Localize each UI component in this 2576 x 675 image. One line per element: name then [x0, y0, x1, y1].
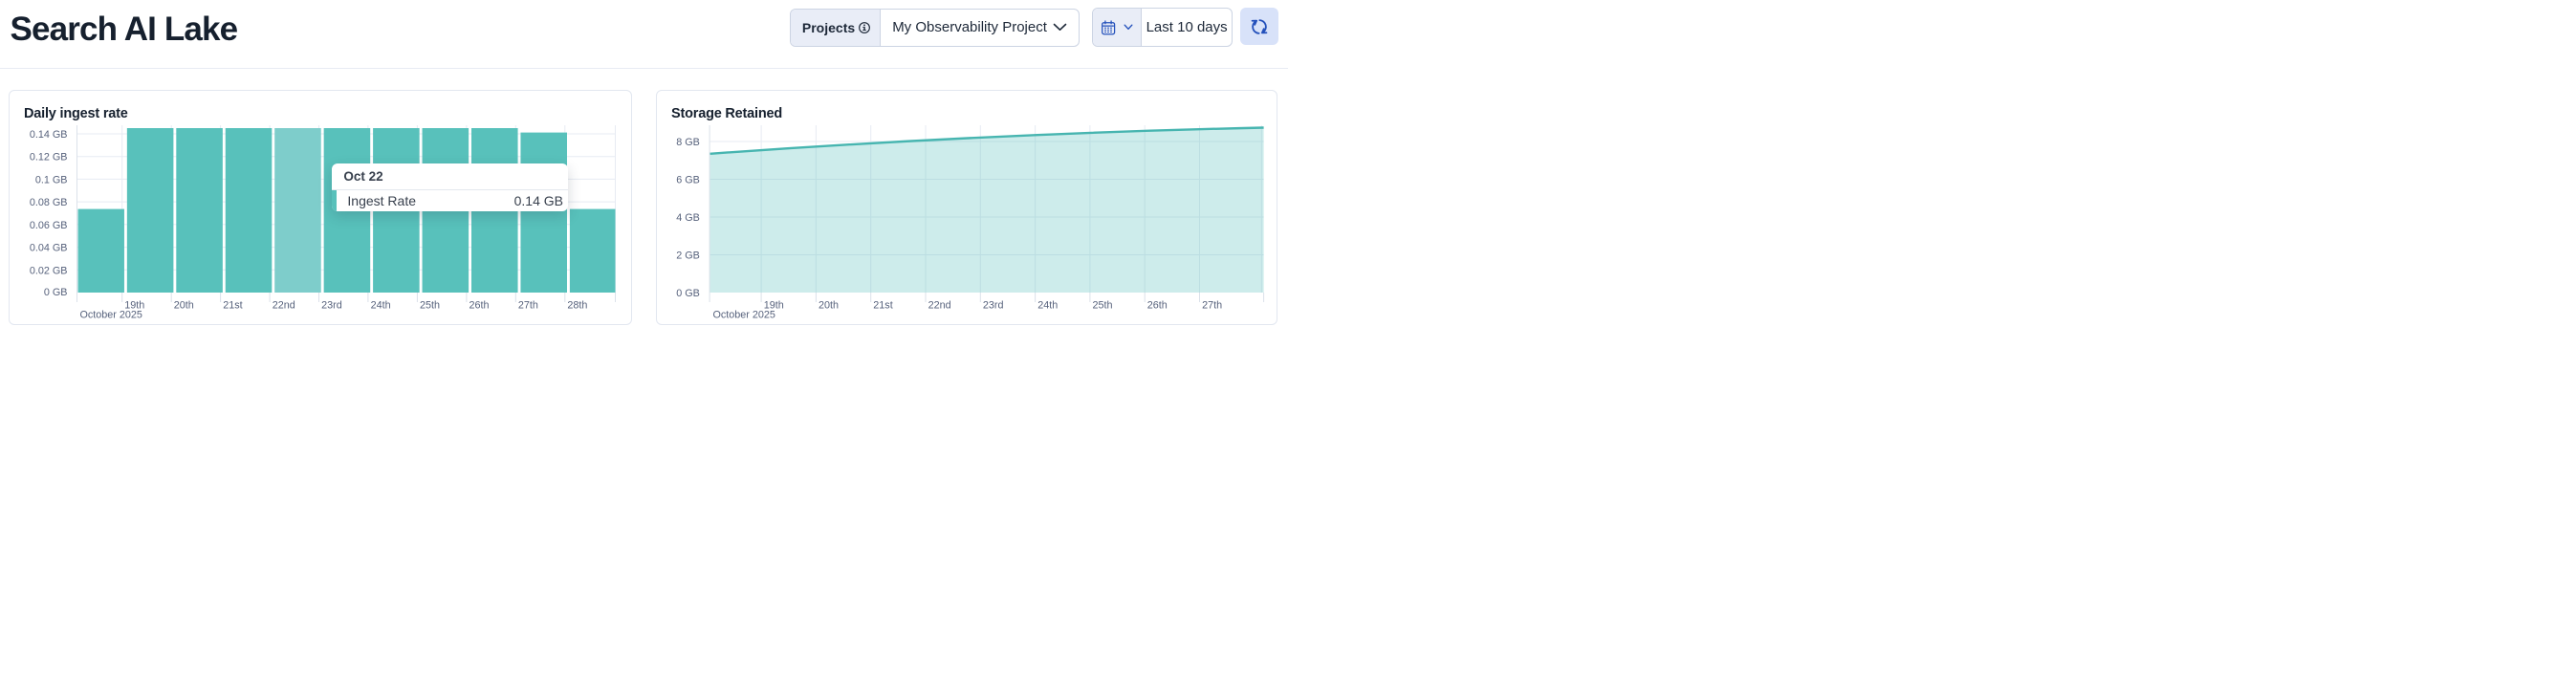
svg-text:24th: 24th: [1037, 300, 1058, 312]
svg-text:8 GB: 8 GB: [676, 137, 700, 148]
svg-text:27th: 27th: [1202, 300, 1222, 312]
svg-text:24th: 24th: [371, 300, 391, 312]
svg-text:20th: 20th: [819, 300, 839, 312]
svg-text:26th: 26th: [1147, 300, 1168, 312]
svg-text:23rd: 23rd: [321, 300, 342, 312]
svg-text:0.1 GB: 0.1 GB: [35, 174, 68, 185]
svg-text:2 GB: 2 GB: [676, 250, 700, 262]
svg-text:0.06 GB: 0.06 GB: [30, 220, 68, 231]
svg-text:25th: 25th: [1093, 300, 1113, 312]
svg-text:0.12 GB: 0.12 GB: [30, 152, 68, 163]
svg-text:21st: 21st: [223, 300, 242, 312]
svg-text:22nd: 22nd: [928, 300, 951, 312]
svg-text:0.08 GB: 0.08 GB: [30, 197, 68, 208]
svg-text:20th: 20th: [174, 300, 194, 312]
svg-text:0.04 GB: 0.04 GB: [30, 243, 68, 254]
svg-text:October 2025: October 2025: [713, 310, 775, 321]
svg-text:21st: 21st: [873, 300, 892, 312]
svg-text:0.14 GB: 0.14 GB: [30, 129, 68, 141]
svg-text:6 GB: 6 GB: [676, 175, 700, 186]
svg-text:0.02 GB: 0.02 GB: [30, 265, 68, 276]
svg-text:23rd: 23rd: [983, 300, 1004, 312]
svg-text:25th: 25th: [420, 300, 440, 312]
svg-text:19th: 19th: [124, 300, 144, 312]
svg-text:22nd: 22nd: [273, 300, 295, 312]
svg-text:0 GB: 0 GB: [676, 288, 700, 299]
svg-text:0 GB: 0 GB: [44, 287, 68, 298]
svg-text:28th: 28th: [567, 300, 587, 312]
svg-text:26th: 26th: [469, 300, 490, 312]
svg-text:27th: 27th: [518, 300, 538, 312]
svg-text:October 2025: October 2025: [80, 310, 142, 321]
svg-text:4 GB: 4 GB: [676, 212, 700, 224]
svg-text:19th: 19th: [764, 300, 784, 312]
